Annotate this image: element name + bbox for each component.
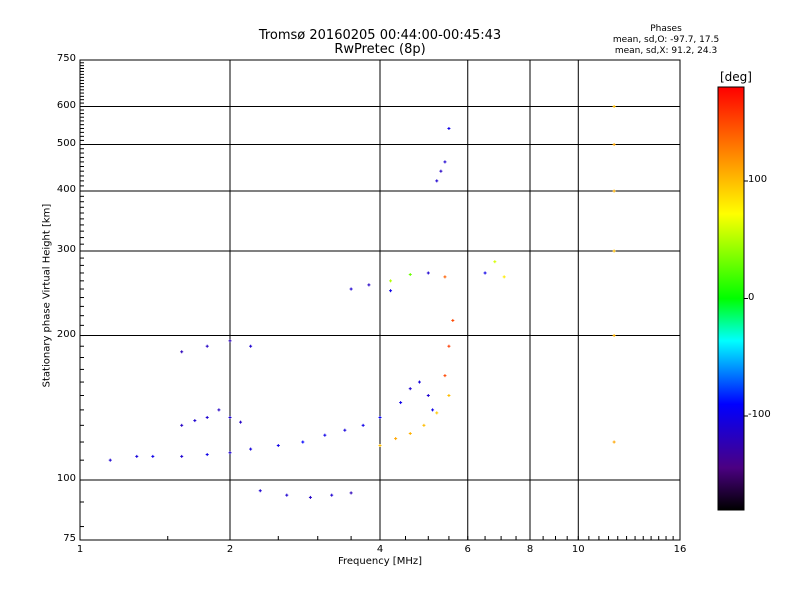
data-point <box>426 394 430 398</box>
x-tick-label: 8 <box>526 544 534 555</box>
data-point <box>367 283 371 287</box>
data-point <box>612 440 616 444</box>
data-point <box>439 169 443 173</box>
data-point <box>443 374 447 378</box>
y-tick-label: 600 <box>56 99 76 111</box>
x-axis-label: Frequency [MHz] <box>337 556 423 567</box>
data-point <box>378 415 382 419</box>
data-point <box>239 420 243 424</box>
data-point <box>399 401 403 405</box>
data-point <box>443 275 447 279</box>
colorbar <box>717 86 745 511</box>
x-tick-label: 2 <box>226 544 234 555</box>
data-point <box>408 387 412 391</box>
x-tick-label: 6 <box>464 544 471 555</box>
data-point <box>180 454 184 458</box>
chart-subtitle: RwPretec (8p) <box>334 42 426 57</box>
data-point <box>447 126 451 130</box>
data-point <box>205 453 209 457</box>
data-point <box>435 411 439 415</box>
data-point <box>151 454 155 458</box>
data-point <box>443 160 447 164</box>
data-point <box>447 394 451 398</box>
data-point <box>228 451 232 455</box>
data-point <box>389 279 393 283</box>
data-point <box>180 350 184 354</box>
data-point <box>228 339 232 343</box>
data-point <box>408 273 412 277</box>
colorbar-tick-label: -100 <box>748 409 771 420</box>
colorbar-ticks <box>744 180 748 417</box>
data-point <box>285 493 289 497</box>
y-tick-label: 200 <box>56 328 76 340</box>
y-tick-label: 500 <box>56 137 76 149</box>
colorbar-tick-label: 100 <box>748 174 768 185</box>
data-point <box>612 249 616 253</box>
x-tick-label: 10 <box>571 544 585 555</box>
data-point <box>483 271 487 275</box>
data-point <box>502 275 506 279</box>
data-point <box>180 423 184 427</box>
data-point <box>612 143 616 147</box>
phases-line-x: mean, sd,X: 91.2, 24.3 <box>614 46 718 56</box>
data-point <box>389 289 393 293</box>
data-point <box>426 271 430 275</box>
data-point <box>193 419 197 423</box>
phases-heading: Phases <box>650 24 682 34</box>
data-point <box>417 380 421 384</box>
data-point <box>330 493 334 497</box>
y-tick-label: 75 <box>63 533 76 544</box>
data-point <box>431 408 435 412</box>
data-point <box>323 433 327 437</box>
data-point <box>361 423 365 427</box>
data-point <box>612 105 616 109</box>
y-tick-label: 100 <box>56 473 76 485</box>
data-point <box>349 287 353 291</box>
y-tick-label: 300 <box>56 244 76 255</box>
y-tick-label: 750 <box>56 53 76 64</box>
data-point <box>205 415 209 419</box>
data-point <box>451 318 455 322</box>
data-point <box>135 454 139 458</box>
grid-lines <box>80 60 680 540</box>
x-tick-label: 16 <box>673 544 687 555</box>
data-point <box>612 334 616 338</box>
data-point <box>301 440 305 444</box>
colorbar-unit: [deg] <box>720 70 752 84</box>
chart-title: Tromsø 20160205 00:44:00-00:45:43 <box>258 28 502 43</box>
data-point <box>343 428 347 432</box>
phases-line-o: mean, sd,O: -97.7, 17.5 <box>612 35 720 45</box>
data-point <box>249 447 253 451</box>
x-tick-label: 1 <box>76 544 84 555</box>
data-point <box>408 432 412 436</box>
tick-marks <box>79 59 681 540</box>
data-point <box>435 179 439 183</box>
data-point <box>447 344 451 348</box>
data-point <box>394 437 398 441</box>
x-tick-label: 4 <box>376 544 384 555</box>
data-point <box>493 260 497 264</box>
data-point <box>217 408 221 412</box>
data-point <box>612 189 616 193</box>
data-point <box>205 344 209 348</box>
y-tick-label: 400 <box>56 184 76 196</box>
data-point <box>258 489 262 493</box>
data-point <box>378 444 382 448</box>
data-point <box>308 495 312 499</box>
data-points <box>108 105 616 499</box>
data-point <box>276 444 280 448</box>
data-point <box>422 423 426 427</box>
data-point <box>349 491 353 495</box>
data-point <box>108 458 112 462</box>
colorbar-tick-label: 0 <box>748 291 755 303</box>
data-point <box>228 415 232 419</box>
data-point <box>249 344 253 348</box>
